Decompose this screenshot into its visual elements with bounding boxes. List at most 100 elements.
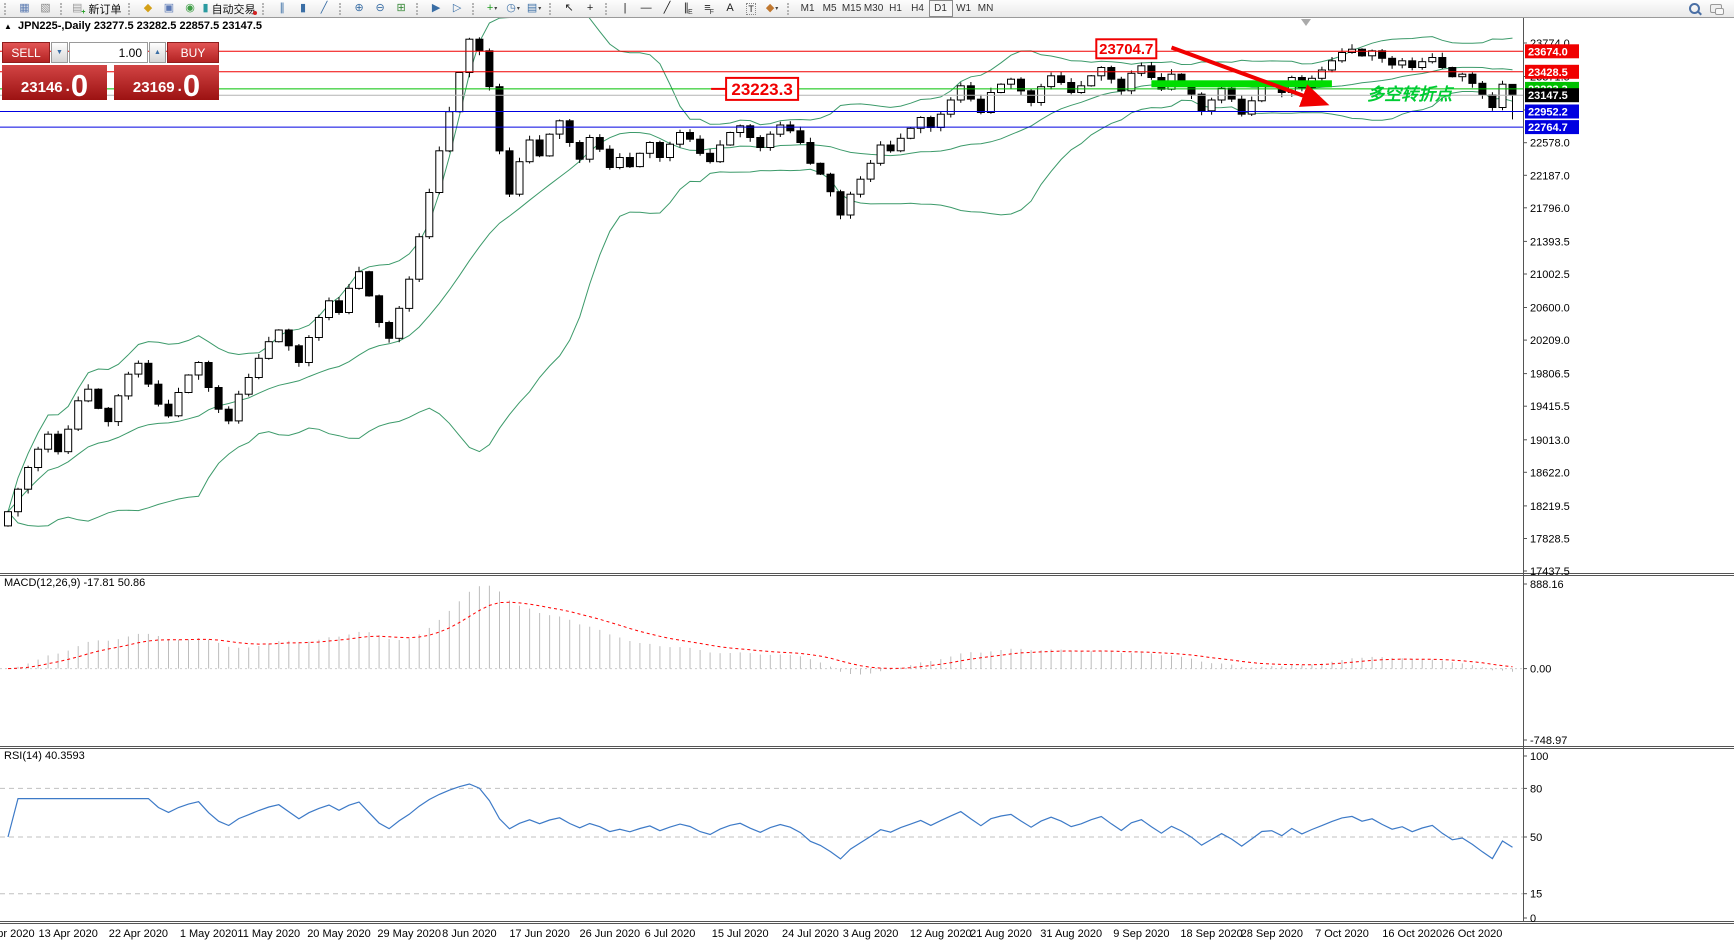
- sell-price-pip: 0: [70, 68, 89, 103]
- toolbar-gripper: [786, 2, 794, 15]
- templates-icon: ▤: [526, 2, 538, 14]
- macd-axis-labels: 888.16 0.00 -748.97: [1523, 579, 1567, 747]
- timeframe-m30-button[interactable]: M30: [863, 3, 884, 14]
- peak-price-label[interactable]: 23704.7: [1095, 38, 1158, 60]
- horizontal-level-lines[interactable]: [0, 50, 1523, 128]
- styles-bucket-button[interactable]: ◆: [138, 1, 159, 16]
- svg-text:21 Aug 2020: 21 Aug 2020: [970, 928, 1032, 940]
- templates-button[interactable]: ▤ ▾: [524, 1, 545, 16]
- crosshair-icon: +: [586, 2, 594, 14]
- symbol-period-label: JPN225-,Daily: [17, 20, 91, 32]
- timeframe-h1-button[interactable]: H1: [889, 3, 902, 14]
- chart-shift-icon: ▷: [452, 2, 462, 14]
- timeframe-m1-button[interactable]: M1: [800, 3, 815, 14]
- vertical-line-button[interactable]: |: [615, 1, 636, 16]
- auto-trading-button[interactable]: ▮ 自动交易: [201, 1, 258, 16]
- sell-button[interactable]: SELL: [2, 42, 50, 63]
- time-axis[interactable]: [0, 921, 1523, 943]
- toolbar: ▦ ▧ ▤ + 新订单 ◆ ▣ ◉ ▮ 自动交易 ∥ ▮ ╱ ⊕ ⊖ ⊞ ▶ ▷ + ▾ ◷ ▾ ▤ ▾ ↖ + | — ╱ ∥ E ≡ F A T…: [0, 0, 1734, 18]
- svg-text:20 May 2020: 20 May 2020: [307, 928, 371, 940]
- price-axis[interactable]: [1523, 17, 1583, 921]
- svg-text:20209.0: 20209.0: [1530, 335, 1570, 347]
- chart-shift-button[interactable]: ▷: [447, 1, 468, 16]
- turning-point-note[interactable]: 多空转折点: [1367, 85, 1455, 104]
- level-price-label[interactable]: 23223.3: [711, 76, 800, 101]
- svg-text:18219.5: 18219.5: [1530, 501, 1570, 513]
- fibonacci-button[interactable]: ≡ F: [699, 1, 720, 16]
- indicators-icon: +: [486, 2, 494, 14]
- timeframe-w1-button[interactable]: W1: [956, 3, 972, 14]
- svg-text:8 Jun 2020: 8 Jun 2020: [442, 928, 496, 940]
- ohlc-values: 23277.5 23282.5 22857.5 23147.5: [93, 20, 263, 32]
- periods-button[interactable]: ◷ ▾: [503, 1, 524, 16]
- text-label-button[interactable]: T: [741, 1, 762, 16]
- new-order-label: 新订单: [88, 3, 122, 16]
- periods-icon: ◷: [506, 2, 516, 14]
- svg-text:0.00: 0.00: [1530, 664, 1551, 676]
- sell-price-main: 23146: [20, 79, 63, 96]
- profiles-icon: ▧: [40, 2, 51, 14]
- toolbar-gripper: [261, 2, 269, 15]
- macd-histogram: [17, 585, 1513, 675]
- timeframe-h4-button[interactable]: H4: [911, 3, 924, 14]
- channel-sub-label: E: [687, 9, 693, 16]
- timeframe-m15-button[interactable]: M15: [841, 3, 862, 14]
- navigator-button[interactable]: ▣: [159, 1, 180, 16]
- cursor-icon: ↖: [564, 2, 574, 14]
- horizontal-line-button[interactable]: —: [636, 1, 657, 16]
- cursor-button[interactable]: ↖: [559, 1, 580, 16]
- chart-bars-button[interactable]: ∥: [272, 1, 293, 16]
- one-click-collapse-icon[interactable]: ▲: [4, 22, 12, 31]
- svg-text:23674.0: 23674.0: [1528, 46, 1568, 58]
- zoom-out-button[interactable]: ⊖: [370, 1, 391, 16]
- sell-price-dot: .: [65, 78, 70, 95]
- toolbar-gripper: [4, 2, 11, 15]
- channel-button[interactable]: ∥ E: [678, 1, 699, 16]
- green-highlight-bar[interactable]: [1151, 80, 1332, 88]
- pane-separators[interactable]: [0, 17, 1734, 924]
- chart-candles-button[interactable]: ▮: [293, 1, 314, 16]
- toolbar-gripper: [127, 2, 135, 15]
- arrows-tool-button[interactable]: ◆ ▾: [762, 1, 783, 16]
- tile-windows-button[interactable]: ⊞: [391, 1, 412, 16]
- timeframe-d1-button[interactable]: D1: [928, 0, 953, 17]
- indicators-button[interactable]: + ▾: [482, 1, 503, 16]
- sell-price-box[interactable]: 23146. 0: [2, 65, 107, 103]
- chart-line-button[interactable]: ╱: [314, 1, 335, 16]
- svg-text:24 Jul 2020: 24 Jul 2020: [782, 928, 839, 940]
- styles-bucket-icon: ◆: [143, 2, 153, 14]
- macd-label: MACD(12,26,9) -17.81 50.86: [4, 577, 146, 589]
- buy-button[interactable]: BUY: [167, 42, 219, 63]
- signals-button[interactable]: ◉: [180, 1, 201, 16]
- auto-scroll-button[interactable]: ▶: [426, 1, 447, 16]
- fibonacci-icon: ≡: [704, 2, 711, 14]
- chart-shift-marker[interactable]: [1301, 19, 1311, 26]
- search-button[interactable]: [1684, 1, 1705, 16]
- svg-text:100: 100: [1530, 751, 1548, 763]
- crosshair-button[interactable]: +: [580, 1, 601, 16]
- time-axis-labels: 3 Apr 2020 13 Apr 2020 22 Apr 2020 1 May 20…: [0, 928, 1502, 940]
- timeframe-m5-button[interactable]: M5: [822, 3, 837, 14]
- rsi-levels: [0, 787, 1523, 895]
- volume-decrease-button[interactable]: ▼: [51, 42, 68, 63]
- volume-increase-button[interactable]: ▲: [149, 42, 166, 63]
- new-order-icon: ▤: [72, 2, 83, 14]
- buy-price-box[interactable]: 23169. 0: [114, 65, 219, 101]
- profiles-button[interactable]: ▧: [35, 1, 56, 16]
- timeframe-mn-button[interactable]: MN: [977, 3, 994, 14]
- rsi-line: [7, 783, 1513, 860]
- new-chart-button[interactable]: ▦: [14, 1, 35, 16]
- chat-button[interactable]: [1705, 1, 1726, 16]
- zoom-in-button[interactable]: ⊕: [349, 1, 370, 16]
- trend-arrow[interactable]: [1170, 45, 1330, 107]
- new-order-button[interactable]: ▤ + 新订单: [70, 1, 124, 16]
- svg-text:23704.7: 23704.7: [1099, 41, 1153, 58]
- svg-text:26 Oct 2020: 26 Oct 2020: [1442, 928, 1502, 940]
- svg-text:26 Jun 2020: 26 Jun 2020: [580, 928, 641, 940]
- svg-text:15: 15: [1530, 889, 1542, 901]
- volume-input[interactable]: 1.00: [69, 42, 148, 63]
- text-button[interactable]: A: [720, 1, 741, 16]
- svg-text:20600.0: 20600.0: [1530, 303, 1570, 315]
- trendline-button[interactable]: ╱: [657, 1, 678, 16]
